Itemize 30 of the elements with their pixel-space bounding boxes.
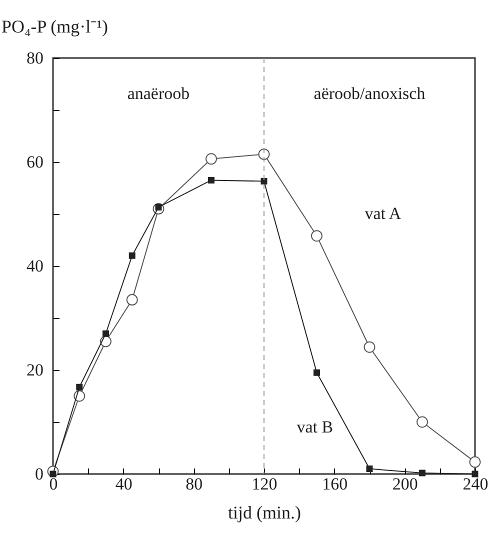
y-tick-label: 20 <box>26 360 44 380</box>
point <box>128 252 136 259</box>
annotation: aëroob/anoxisch <box>314 84 426 103</box>
x-tick-label: 240 <box>462 474 488 494</box>
point <box>311 230 322 242</box>
x-tick-label: 80 <box>186 474 203 494</box>
y-tick-label: 40 <box>26 256 44 276</box>
y-axis-title: PO₄-P (mg·l⁻¹) <box>2 16 108 36</box>
point <box>416 416 428 428</box>
y-tick-label: 60 <box>26 152 44 172</box>
point <box>126 294 138 306</box>
point <box>208 176 214 184</box>
x-axis-title: tijd (min.) <box>228 502 301 522</box>
x-tick-label: 0 <box>49 474 58 494</box>
point <box>102 330 109 337</box>
text: vat A <box>364 204 402 223</box>
point <box>366 466 373 472</box>
x-tick-label: 120 <box>252 474 278 494</box>
point <box>76 384 83 390</box>
x-tick-label: 40 <box>115 474 132 494</box>
y-tick-label: 80 <box>26 48 44 68</box>
point <box>419 470 426 476</box>
point <box>469 456 481 468</box>
point <box>364 341 376 353</box>
point <box>314 369 320 376</box>
point <box>206 153 217 165</box>
series-label: vat B <box>296 418 334 437</box>
x-tick-label: 200 <box>392 474 418 494</box>
annotation: anaëroob <box>127 84 190 103</box>
x-tick-label: 160 <box>322 474 348 494</box>
